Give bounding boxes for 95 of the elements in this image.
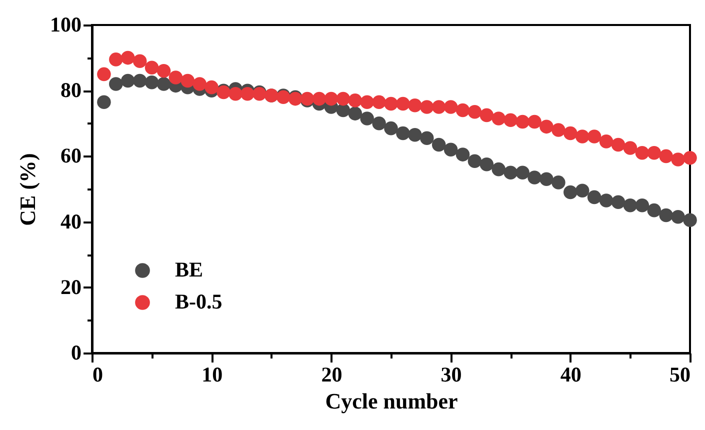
point	[432, 138, 446, 152]
legend-label: BE	[175, 258, 204, 282]
x-tick-label: 50	[670, 362, 690, 386]
point	[109, 77, 123, 91]
point	[575, 184, 590, 198]
point	[659, 208, 673, 222]
point	[132, 54, 147, 68]
point	[587, 190, 602, 204]
point	[516, 166, 530, 180]
point	[156, 64, 171, 78]
point	[444, 100, 458, 114]
point	[156, 77, 171, 91]
y-tick-label: 80	[60, 78, 82, 102]
point	[611, 138, 626, 152]
x-tick-label: 10	[202, 362, 223, 386]
point	[120, 50, 135, 65]
point	[384, 96, 398, 111]
point	[372, 95, 386, 109]
legend-label: B-0.5	[175, 290, 222, 314]
point	[516, 114, 530, 129]
point	[623, 198, 638, 212]
x-tick-label: 40	[560, 362, 582, 386]
point	[204, 80, 218, 94]
point	[647, 146, 662, 160]
point	[492, 112, 506, 126]
point	[396, 96, 410, 111]
y-axis-title: CE (%)	[15, 153, 40, 226]
point	[528, 170, 542, 184]
point	[109, 52, 123, 66]
point	[132, 74, 147, 88]
point	[552, 123, 566, 137]
point	[408, 128, 422, 142]
point	[444, 142, 458, 157]
point	[611, 195, 626, 209]
point	[587, 130, 602, 144]
point	[480, 158, 494, 172]
point	[240, 87, 254, 101]
point	[192, 77, 207, 91]
point	[120, 74, 135, 88]
x-axis-title: Cycle number	[325, 388, 458, 414]
point	[575, 130, 590, 144]
y-tick-label: 100	[50, 12, 82, 36]
point	[528, 114, 542, 129]
point	[420, 131, 434, 146]
point	[324, 92, 338, 106]
y-tick-label: 60	[60, 144, 82, 168]
point	[432, 100, 446, 114]
y-tick-label: 40	[60, 209, 82, 234]
y-tick-label: 20	[60, 274, 82, 299]
y-tick-label: 0	[71, 340, 82, 364]
point	[144, 76, 159, 90]
point	[659, 149, 673, 164]
point	[480, 108, 494, 122]
point	[671, 210, 685, 224]
point	[564, 185, 578, 200]
point	[384, 121, 398, 136]
point	[97, 95, 111, 109]
point	[564, 126, 578, 140]
point	[492, 162, 506, 176]
point	[504, 166, 518, 180]
point	[552, 176, 566, 190]
point	[360, 112, 374, 126]
point	[468, 105, 482, 119]
point	[336, 92, 350, 106]
point	[456, 148, 470, 162]
point	[468, 154, 482, 168]
point	[671, 152, 685, 166]
point	[623, 141, 638, 155]
point	[420, 100, 434, 114]
point	[504, 113, 518, 127]
x-tick-label: 20	[321, 362, 342, 386]
point	[540, 172, 554, 186]
point	[683, 150, 697, 165]
point	[408, 98, 422, 112]
point	[348, 94, 362, 108]
x-tick-label: 30	[440, 362, 462, 386]
point	[228, 87, 242, 101]
point	[683, 213, 697, 228]
point	[635, 146, 650, 160]
point	[635, 198, 650, 212]
point	[348, 106, 362, 120]
point	[180, 74, 195, 88]
point	[647, 203, 662, 218]
point	[312, 92, 326, 106]
point	[97, 67, 111, 82]
point	[599, 194, 614, 208]
point	[456, 103, 470, 118]
point	[360, 95, 374, 109]
point	[168, 70, 183, 84]
point	[372, 116, 386, 130]
point	[540, 120, 554, 134]
point	[599, 134, 614, 148]
point	[396, 126, 410, 140]
point	[144, 60, 159, 75]
x-tick-label: 0	[92, 362, 103, 386]
